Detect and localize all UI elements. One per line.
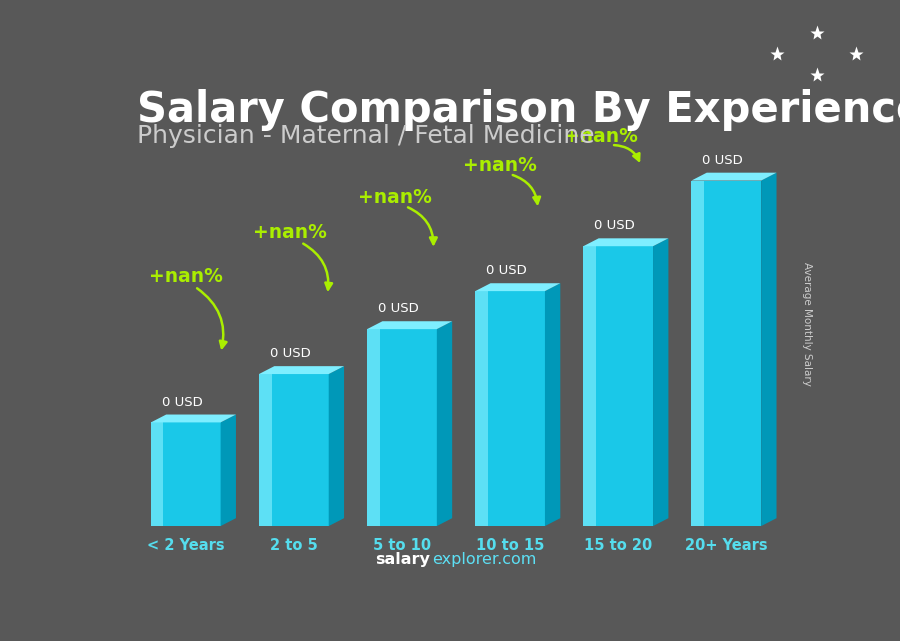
Bar xyxy=(151,422,164,526)
Text: +nan%: +nan% xyxy=(254,223,328,242)
Bar xyxy=(151,422,220,526)
Text: explorer.com: explorer.com xyxy=(432,552,536,567)
Polygon shape xyxy=(436,321,452,526)
Text: 0 USD: 0 USD xyxy=(486,264,527,278)
Text: 0 USD: 0 USD xyxy=(378,303,419,315)
Polygon shape xyxy=(475,283,561,291)
Polygon shape xyxy=(653,238,669,526)
Polygon shape xyxy=(691,172,777,181)
Bar xyxy=(583,246,596,526)
Text: 0 USD: 0 USD xyxy=(162,395,202,408)
Text: 15 to 20: 15 to 20 xyxy=(584,538,652,553)
Text: < 2 Years: < 2 Years xyxy=(147,538,225,553)
Bar xyxy=(475,291,544,526)
Polygon shape xyxy=(259,366,344,374)
Bar xyxy=(259,374,328,526)
Polygon shape xyxy=(220,415,236,526)
Text: 10 to 15: 10 to 15 xyxy=(476,538,544,553)
Bar xyxy=(691,181,761,526)
Polygon shape xyxy=(151,415,236,422)
Text: 0 USD: 0 USD xyxy=(270,347,310,360)
Polygon shape xyxy=(583,238,669,246)
Text: 2 to 5: 2 to 5 xyxy=(270,538,318,553)
Bar xyxy=(475,291,488,526)
Bar xyxy=(367,329,436,526)
Text: +nan%: +nan% xyxy=(563,127,638,146)
Text: Average Monthly Salary: Average Monthly Salary xyxy=(802,262,812,386)
Bar xyxy=(583,246,653,526)
Text: salary: salary xyxy=(375,552,430,567)
Polygon shape xyxy=(545,283,561,526)
Bar xyxy=(691,181,704,526)
Text: +nan%: +nan% xyxy=(463,156,536,175)
Text: 0 USD: 0 USD xyxy=(702,154,743,167)
Text: 5 to 10: 5 to 10 xyxy=(373,538,431,553)
Text: Physician - Maternal / Fetal Medicine: Physician - Maternal / Fetal Medicine xyxy=(137,124,595,148)
Bar xyxy=(259,374,272,526)
Polygon shape xyxy=(367,321,452,329)
Bar xyxy=(367,329,380,526)
Text: 20+ Years: 20+ Years xyxy=(685,538,768,553)
Polygon shape xyxy=(761,172,777,526)
Text: +nan%: +nan% xyxy=(358,188,432,207)
Text: Salary Comparison By Experience: Salary Comparison By Experience xyxy=(137,89,900,131)
Text: +nan%: +nan% xyxy=(148,267,222,287)
Text: 0 USD: 0 USD xyxy=(594,219,635,233)
Polygon shape xyxy=(328,366,344,526)
